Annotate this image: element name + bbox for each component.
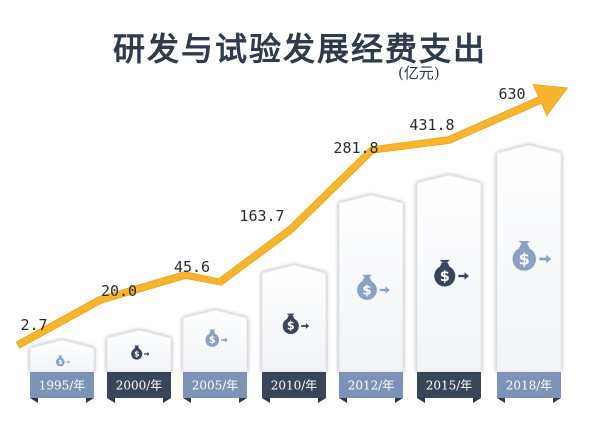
year-label: 1995/年 <box>39 379 86 393</box>
svg-text:$: $ <box>362 282 371 298</box>
year-label-bg <box>30 372 94 398</box>
money-bag-icon: $ <box>131 345 150 360</box>
year-label-bg <box>262 372 326 398</box>
value-label: 2.7 <box>20 316 47 334</box>
money-bag-icon: $ <box>434 259 469 287</box>
year-label-bg <box>339 372 403 398</box>
svg-text:$: $ <box>440 269 450 285</box>
year-label: 2005/年 <box>192 379 239 393</box>
value-label: 20.0 <box>101 282 137 300</box>
year-label: 2015/年 <box>426 379 473 393</box>
value-label: 163.7 <box>239 207 284 225</box>
year-label-bg <box>183 372 247 398</box>
value-label: 281.8 <box>333 139 378 157</box>
year-label: 2012/年 <box>348 379 395 393</box>
svg-text:$: $ <box>209 335 216 346</box>
year-label: 2000/年 <box>116 379 163 393</box>
year-label-bg <box>417 372 481 398</box>
year-label-bg <box>107 372 171 398</box>
money-bag-icon: $ <box>357 274 390 300</box>
svg-text:$: $ <box>287 320 295 333</box>
value-label: 431.8 <box>409 116 454 134</box>
year-label: 2010/年 <box>271 379 318 393</box>
value-label: 45.6 <box>174 258 210 276</box>
money-bag-icon: $ <box>205 329 228 347</box>
unit-label: (亿元) <box>398 64 440 82</box>
money-bag-icon: $ <box>512 240 552 271</box>
value-label: 630 <box>498 85 525 103</box>
svg-text:$: $ <box>58 359 62 366</box>
money-bag-icon: $ <box>282 313 310 335</box>
svg-text:$: $ <box>519 249 530 268</box>
year-label: 2018/年 <box>506 379 553 393</box>
bar-pillar <box>29 339 95 373</box>
money-bag-icon: $ <box>55 355 71 367</box>
svg-text:$: $ <box>134 350 139 359</box>
trend-arrow <box>15 83 569 349</box>
year-label-bg <box>497 372 561 398</box>
chart-title: 研发与试验发展经费支出 <box>112 30 487 68</box>
